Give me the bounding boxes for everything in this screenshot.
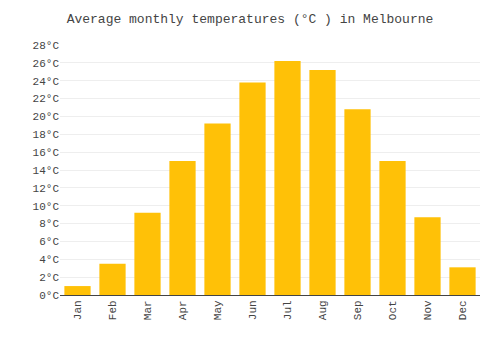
svg-text:18°C: 18°C	[33, 129, 60, 141]
svg-text:Mar: Mar	[142, 300, 154, 320]
svg-text:Aug: Aug	[317, 300, 329, 320]
svg-text:22°C: 22°C	[33, 93, 60, 105]
svg-text:Oct: Oct	[387, 300, 399, 320]
svg-text:2°C: 2°C	[39, 272, 59, 284]
svg-text:8°C: 8°C	[39, 218, 59, 230]
svg-text:16°C: 16°C	[33, 147, 60, 159]
svg-text:20°C: 20°C	[33, 111, 60, 123]
svg-text:24°C: 24°C	[33, 76, 60, 88]
svg-text:Feb: Feb	[107, 300, 119, 320]
svg-text:0°C: 0°C	[39, 290, 59, 302]
svg-text:Apr: Apr	[177, 300, 189, 320]
svg-text:Jul: Jul	[282, 300, 294, 320]
svg-text:28°C: 28°C	[33, 40, 60, 52]
svg-text:Dec: Dec	[457, 300, 469, 320]
svg-text:Sep: Sep	[352, 300, 364, 320]
svg-text:May: May	[212, 300, 224, 320]
svg-text:12°C: 12°C	[33, 183, 60, 195]
svg-text:4°C: 4°C	[39, 254, 59, 266]
svg-text:14°C: 14°C	[33, 165, 60, 177]
svg-text:Average monthly temperatures (: Average monthly temperatures (°C ) in Me…	[67, 12, 434, 27]
svg-text:Jun: Jun	[247, 300, 259, 320]
svg-text:Nov: Nov	[422, 300, 434, 320]
svg-text:6°C: 6°C	[39, 236, 59, 248]
svg-text:Jan: Jan	[72, 300, 84, 320]
svg-text:10°C: 10°C	[33, 201, 60, 213]
svg-text:26°C: 26°C	[33, 58, 60, 70]
